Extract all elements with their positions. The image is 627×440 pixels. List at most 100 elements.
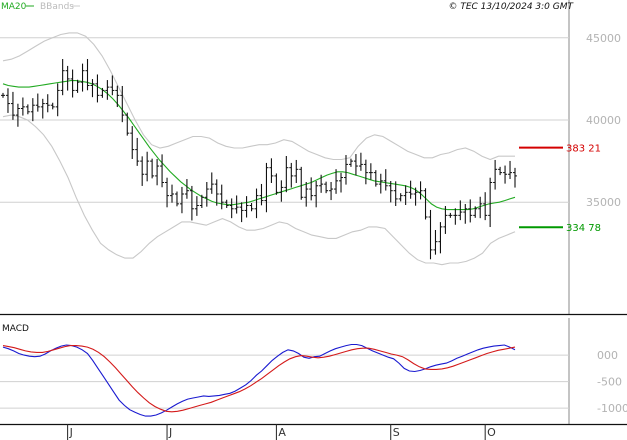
- macd-y-tick-label: -1000: [597, 402, 627, 415]
- macd-y-tick-label: 000: [597, 349, 618, 362]
- price-bar: [135, 137, 140, 166]
- price-bar: [493, 159, 498, 190]
- support-level-label: 334 78: [566, 223, 601, 234]
- price-bar: [473, 206, 478, 218]
- price-bar: [329, 181, 334, 201]
- price-bar: [155, 158, 160, 186]
- price-bar: [85, 59, 90, 91]
- price-bar: [105, 80, 110, 100]
- price-bar: [408, 180, 413, 199]
- price-bar: [95, 74, 100, 103]
- price-bar: [443, 205, 448, 234]
- price-y-tick-label: 35000: [586, 196, 621, 209]
- price-bar: [378, 173, 383, 194]
- price-bar: [50, 102, 55, 110]
- price-bar: [170, 184, 175, 203]
- price-bar: [468, 199, 473, 223]
- macd-lines: [2, 343, 516, 417]
- price-bar: [80, 63, 85, 92]
- macd-gridlines: [0, 354, 569, 409]
- price-bar: [125, 112, 130, 136]
- price-bar: [100, 87, 105, 98]
- price-bar: [423, 188, 428, 220]
- price-bar: [433, 229, 438, 255]
- price-bar: [199, 194, 204, 208]
- price-bar: [209, 172, 214, 194]
- price-bar: [363, 159, 368, 185]
- price-bar: [498, 166, 503, 176]
- bollinger-lower-band: [2, 114, 516, 266]
- resistance-level-label: 383 21: [566, 144, 601, 155]
- price-bar: [165, 177, 170, 208]
- price-bar: [254, 188, 259, 219]
- support-resistance-levels: 383 21 334 78: [519, 144, 601, 234]
- price-bar: [179, 186, 184, 214]
- price-bar: [20, 97, 25, 116]
- price-bar: [120, 85, 125, 123]
- price-bar: [70, 69, 75, 98]
- price-bar: [418, 181, 423, 200]
- macd-y-tick-labels: 000 -500 -1000: [597, 349, 627, 415]
- price-bar: [150, 158, 155, 179]
- price-bar: [1, 92, 5, 98]
- price-bar: [403, 185, 408, 206]
- price-panel: 35000 40000 45000 383 21 334 78: [0, 0, 627, 316]
- price-bar: [289, 162, 294, 188]
- price-bar: [488, 177, 493, 228]
- price-bar: [60, 59, 65, 96]
- price-bar: [348, 158, 353, 167]
- price-bar: [30, 98, 35, 122]
- ma20-series-line: [2, 80, 516, 211]
- price-bar: [503, 165, 508, 184]
- price-bar: [343, 155, 348, 185]
- price-gridlines: [0, 37, 569, 203]
- price-bar: [35, 93, 40, 112]
- price-bar: [339, 172, 344, 193]
- price-bar: [174, 191, 179, 207]
- price-bar: [513, 167, 517, 188]
- price-bar: [304, 181, 309, 207]
- price-bar: [458, 200, 463, 221]
- price-bar: [10, 91, 15, 120]
- price-bar: [508, 160, 513, 180]
- price-bar: [393, 181, 398, 206]
- price-bar: [284, 156, 289, 193]
- bollinger-bands: [2, 32, 516, 266]
- month-label: J: [69, 426, 73, 439]
- price-bar: [75, 79, 80, 93]
- price-bar: [448, 212, 453, 218]
- macd-y-tick-label: -500: [597, 376, 622, 389]
- price-bar: [478, 196, 483, 219]
- price-bar: [314, 181, 319, 208]
- price-bar: [299, 166, 304, 200]
- price-bar: [160, 154, 165, 188]
- price-bar: [224, 199, 229, 208]
- price-bar: [110, 75, 115, 96]
- price-bar: [145, 151, 150, 182]
- price-bar: [189, 185, 194, 221]
- ma20-line: [2, 80, 516, 211]
- month-label: J: [168, 426, 172, 439]
- price-bar: [249, 203, 254, 212]
- price-bar: [309, 177, 314, 201]
- price-bar: [463, 204, 468, 224]
- price-bar: [239, 202, 244, 223]
- price-bar: [264, 162, 269, 213]
- price-bar: [244, 196, 249, 218]
- macd-title: MACD: [2, 324, 29, 334]
- price-bar: [40, 98, 45, 119]
- price-bar: [219, 184, 224, 210]
- price-bar: [234, 195, 239, 214]
- price-bar: [204, 181, 209, 207]
- price-bar: [90, 79, 95, 98]
- price-bar: [334, 169, 339, 194]
- bollinger-upper-band: [2, 32, 515, 161]
- month-label: O: [487, 426, 496, 439]
- price-bar: [184, 179, 189, 199]
- legend-bbands: BBands: [40, 2, 74, 12]
- price-y-tick-label: 45000: [586, 32, 621, 45]
- price-bar: [398, 193, 403, 202]
- price-bar: [358, 152, 363, 171]
